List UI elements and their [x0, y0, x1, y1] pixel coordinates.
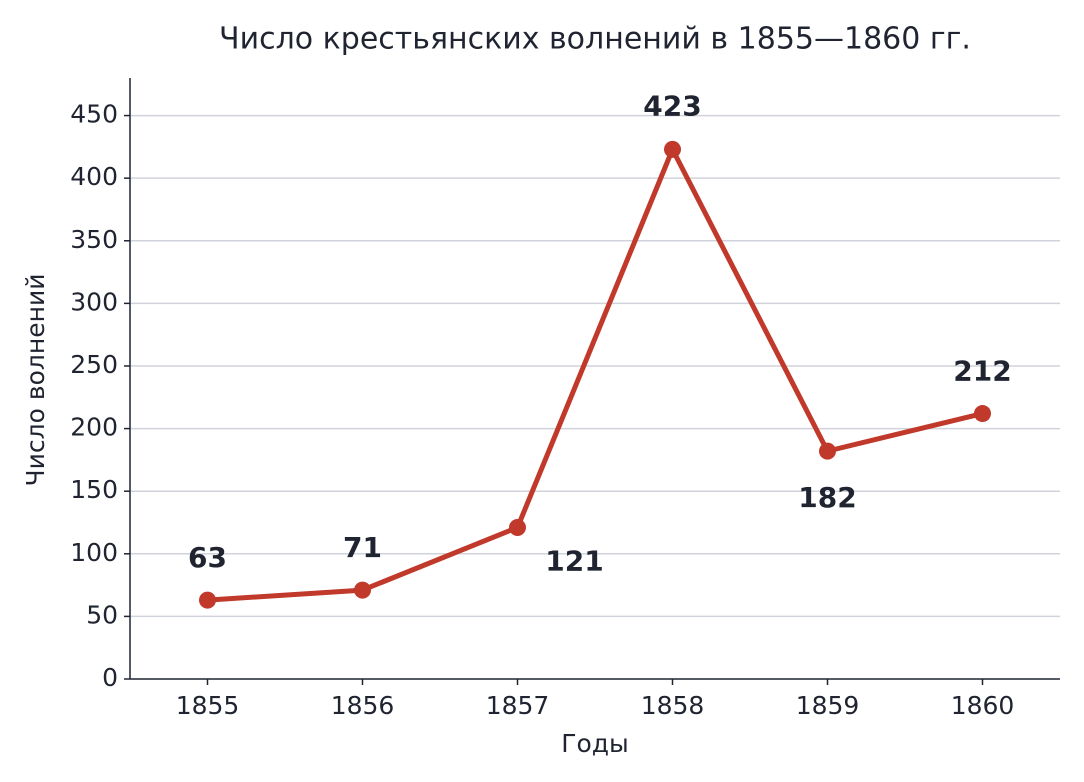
value-label: 182	[798, 481, 856, 514]
y-tick-label: 300	[70, 287, 118, 316]
y-tick-label: 200	[70, 413, 118, 442]
point	[354, 581, 371, 599]
point	[509, 518, 526, 536]
x-tick-label: 1858	[641, 691, 705, 720]
x-tick-label: 1857	[486, 691, 550, 720]
y-tick-label: 250	[70, 350, 118, 379]
y-tick-label: 150	[70, 475, 118, 504]
y-tick-label: 400	[70, 162, 118, 191]
value-label: 212	[953, 355, 1011, 388]
x-tick-label: 1859	[796, 691, 860, 720]
value-label: 63	[188, 541, 227, 574]
y-axis-label: Число волнений	[21, 274, 50, 487]
line	[207, 146, 984, 603]
point	[664, 140, 681, 158]
value-label: 121	[545, 544, 603, 577]
chart-title: Число крестьянских волнений в 1855—1860 …	[219, 22, 971, 57]
grid	[130, 114, 1060, 618]
y-tick-label: 50	[86, 600, 118, 629]
y-tick-label: 100	[70, 538, 118, 567]
point	[199, 591, 216, 609]
x-axis-label: Годы	[561, 729, 629, 758]
y-tick-label: 350	[70, 225, 118, 254]
y-tick-label: 450	[70, 100, 118, 129]
plot: 63 71 121 423 182 212	[188, 89, 1012, 609]
point	[819, 442, 836, 460]
x-tick-label: 1855	[176, 691, 240, 720]
x-tick-label: 1860	[951, 691, 1015, 720]
x-tick-label: 1856	[331, 691, 395, 720]
y-tick-label: 0	[102, 663, 118, 692]
value-label: 423	[643, 89, 701, 122]
point	[974, 405, 991, 423]
value-label: 71	[343, 531, 382, 564]
